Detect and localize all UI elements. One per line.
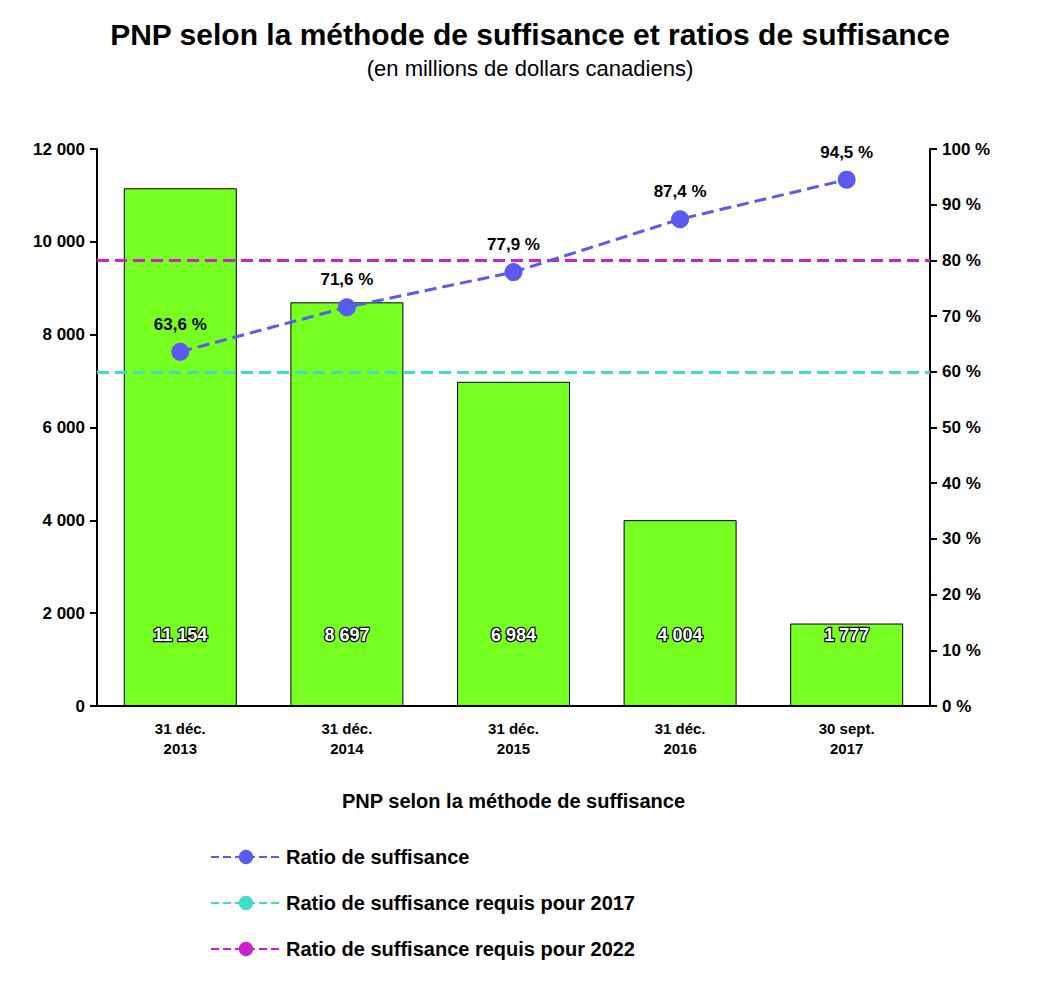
- svg-text:80 %: 80 %: [942, 251, 981, 270]
- svg-text:0 %: 0 %: [942, 697, 971, 716]
- svg-text:PNP selon la méthode de suffis: PNP selon la méthode de suffisance: [342, 790, 685, 812]
- svg-text:6 000: 6 000: [42, 418, 85, 437]
- svg-text:77,9 %: 77,9 %: [487, 235, 540, 254]
- svg-text:31 déc.: 31 déc.: [155, 720, 206, 737]
- svg-text:2016: 2016: [663, 740, 696, 757]
- svg-text:(en millions de dollars canadi: (en millions de dollars canadiens): [367, 56, 694, 81]
- svg-text:2013: 2013: [164, 740, 197, 757]
- svg-text:4 000: 4 000: [42, 511, 85, 530]
- svg-text:Ratio de suffisance: Ratio de suffisance: [286, 846, 469, 868]
- svg-text:31 déc.: 31 déc.: [655, 720, 706, 737]
- svg-text:11 154: 11 154: [153, 625, 207, 645]
- svg-text:71,6 %: 71,6 %: [320, 270, 373, 289]
- svg-text:2017: 2017: [830, 740, 863, 757]
- svg-text:0: 0: [76, 697, 85, 716]
- svg-text:Ratio de suffisance requis pou: Ratio de suffisance requis pour 2017: [286, 892, 635, 914]
- svg-text:10 %: 10 %: [942, 641, 981, 660]
- svg-text:70 %: 70 %: [942, 307, 981, 326]
- svg-text:100 %: 100 %: [942, 140, 990, 159]
- svg-text:2015: 2015: [497, 740, 530, 757]
- svg-text:6 984: 6 984: [491, 625, 536, 645]
- svg-text:PNP selon la méthode de suffis: PNP selon la méthode de suffisance et ra…: [110, 18, 950, 51]
- svg-text:12 000: 12 000: [33, 140, 85, 159]
- svg-text:94,5 %: 94,5 %: [820, 143, 873, 162]
- svg-text:20 %: 20 %: [942, 585, 981, 604]
- svg-text:60 %: 60 %: [942, 362, 981, 381]
- svg-text:Ratio de suffisance requis pou: Ratio de suffisance requis pour 2022: [286, 938, 635, 960]
- svg-text:31 déc.: 31 déc.: [321, 720, 372, 737]
- svg-text:30 %: 30 %: [942, 529, 981, 548]
- svg-text:10 000: 10 000: [33, 232, 85, 251]
- svg-text:2 000: 2 000: [42, 604, 85, 623]
- svg-text:50 %: 50 %: [942, 418, 981, 437]
- svg-text:8 697: 8 697: [324, 625, 369, 645]
- svg-text:90 %: 90 %: [942, 195, 981, 214]
- svg-text:1 777: 1 777: [824, 625, 869, 645]
- svg-text:4 004: 4 004: [658, 625, 703, 645]
- svg-text:8 000: 8 000: [42, 325, 85, 344]
- svg-text:63,6 %: 63,6 %: [154, 315, 207, 334]
- svg-text:30 sept.: 30 sept.: [819, 720, 875, 737]
- svg-text:87,4 %: 87,4 %: [654, 182, 707, 201]
- svg-text:2014: 2014: [330, 740, 364, 757]
- svg-text:31 déc.: 31 déc.: [488, 720, 539, 737]
- svg-text:40 %: 40 %: [942, 474, 981, 493]
